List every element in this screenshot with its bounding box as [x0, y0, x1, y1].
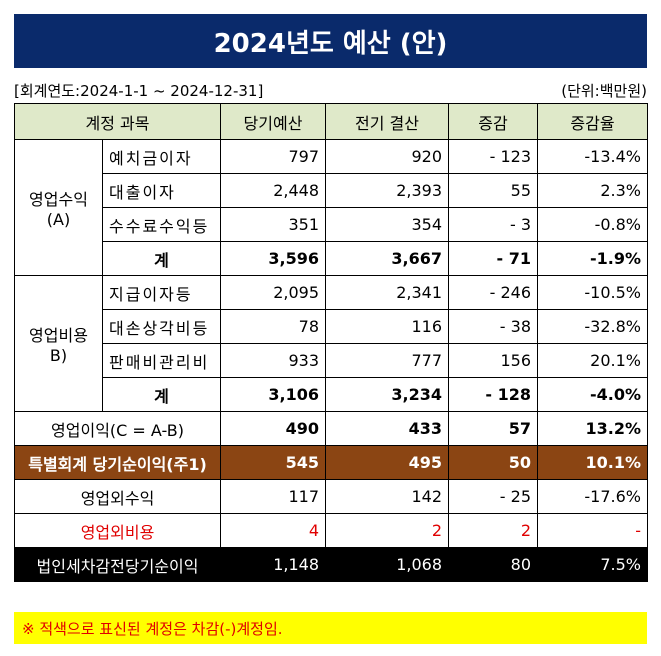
budget-table: 계정 과목 당기예산 전기 결산 증감 증감율 영업수익 (A) 예치금이자 7… [14, 103, 648, 582]
table-row: 대출이자 2,448 2,393 55 2.3% [15, 173, 648, 208]
cell-current: 545 [220, 445, 326, 480]
cell-current: 1,148 [220, 547, 326, 582]
table-row: 판매비관리비 933 777 156 20.1% [15, 343, 648, 378]
cell-previous: 1,068 [325, 547, 449, 582]
cell-rate: -32.8% [537, 309, 648, 344]
cell-diff: 2 [448, 513, 538, 548]
expense-total-label: 계 [102, 377, 221, 412]
cell-diff: 80 [448, 547, 538, 582]
cell-current: 351 [220, 207, 326, 242]
non-op-income-label: 영업외수익 [14, 479, 221, 514]
cell-current: 933 [220, 343, 326, 378]
footnote: ※ 적색으로 표신된 계정은 차감(-)계정임. [14, 612, 647, 644]
cell-rate: 20.1% [537, 343, 648, 378]
cell-rate: 13.2% [537, 411, 648, 446]
cell-rate: -0.8% [537, 207, 648, 242]
cell-current: 2,095 [220, 275, 326, 310]
cell-current: 797 [220, 139, 326, 174]
cell-current: 2,448 [220, 173, 326, 208]
expense-group-label: 영업비용B) [14, 275, 103, 412]
cell-diff: - 38 [448, 309, 538, 344]
cell-current: 3,106 [220, 377, 326, 412]
table-row: 대손상각비등 78 116 - 38 -32.8% [15, 309, 648, 344]
row-label: 판매비관리비 [102, 343, 221, 378]
cell-current: 4 [220, 513, 326, 548]
cell-diff: 55 [448, 173, 538, 208]
cell-previous: 354 [325, 207, 449, 242]
header-diff: 증감 [448, 103, 538, 140]
table-row: 특별회계 당기순이익(주1) 545 495 50 10.1% [14, 445, 648, 480]
cell-rate: -1.9% [537, 241, 648, 276]
cell-diff: 50 [448, 445, 538, 480]
row-label: 대손상각비등 [102, 309, 221, 344]
cell-previous: 920 [325, 139, 449, 174]
cell-diff: - 123 [448, 139, 538, 174]
row-label: 지급이자등 [102, 275, 221, 310]
table-row: 영업이익(C = A-B) 490 433 57 13.2% [14, 411, 648, 446]
table-row: 계 3,596 3,667 - 71 -1.9% [15, 241, 648, 276]
table-row: 영업수익 (A) 예치금이자 797 920 - 123 -13.4% [14, 139, 648, 276]
cell-previous: 3,667 [325, 241, 449, 276]
table-header-row: 계정 과목 당기예산 전기 결산 증감 증감율 [14, 103, 648, 140]
unit-label: (단위:백만원) [561, 82, 647, 100]
table-row: 영업외수익 117 142 - 25 -17.6% [14, 479, 648, 514]
pretax-income-label: 법인세차감전당기순이익 [14, 547, 221, 582]
cell-previous: 2 [325, 513, 449, 548]
table-row: 영업비용B) 지급이자등 2,095 2,341 - 246 -10.5% [14, 275, 648, 412]
cell-previous: 142 [325, 479, 449, 514]
cell-previous: 495 [325, 445, 449, 480]
row-label: 수수료수익등 [102, 207, 221, 242]
non-op-expense-label: 영업외비용 [14, 513, 221, 548]
table-row: 수수료수익등 351 354 - 3 -0.8% [15, 207, 648, 242]
cell-previous: 2,341 [325, 275, 449, 310]
header-account: 계정 과목 [14, 103, 221, 140]
revenue-group-label: 영업수익 (A) [14, 139, 103, 276]
cell-diff: - 3 [448, 207, 538, 242]
cell-current: 78 [220, 309, 326, 344]
cell-previous: 2,393 [325, 173, 449, 208]
page-title: 2024년도 예산 (안) [14, 14, 647, 68]
cell-rate: 10.1% [537, 445, 648, 480]
cell-current: 117 [220, 479, 326, 514]
cell-rate: 2.3% [537, 173, 648, 208]
cell-diff: - 71 [448, 241, 538, 276]
cell-rate: -13.4% [537, 139, 648, 174]
cell-current: 3,596 [220, 241, 326, 276]
row-label: 대출이자 [102, 173, 221, 208]
operating-income-label: 영업이익(C = A-B) [14, 411, 221, 446]
cell-previous: 777 [325, 343, 449, 378]
cell-previous: 3,234 [325, 377, 449, 412]
cell-diff: 57 [448, 411, 538, 446]
cell-rate: - [537, 513, 648, 548]
header-current: 당기예산 [220, 103, 326, 140]
cell-rate: -10.5% [537, 275, 648, 310]
cell-diff: 156 [448, 343, 538, 378]
cell-rate: -17.6% [537, 479, 648, 514]
cell-diff: - 246 [448, 275, 538, 310]
cell-diff: - 128 [448, 377, 538, 412]
fiscal-period: [회계연도:2024-1-1 ~ 2024-12-31] [14, 82, 264, 100]
cell-rate: 7.5% [537, 547, 648, 582]
table-row: 영업외비용 4 2 2 - [14, 513, 648, 548]
cell-previous: 433 [325, 411, 449, 446]
table-row: 법인세차감전당기순이익 1,148 1,068 80 7.5% [14, 547, 648, 582]
row-label: 예치금이자 [102, 139, 221, 174]
cell-current: 490 [220, 411, 326, 446]
table-row: 계 3,106 3,234 - 128 -4.0% [15, 377, 648, 412]
header-rate: 증감율 [537, 103, 648, 140]
cell-rate: -4.0% [537, 377, 648, 412]
special-account-label: 특별회계 당기순이익(주1) [14, 445, 221, 480]
revenue-total-label: 계 [102, 241, 221, 276]
cell-previous: 116 [325, 309, 449, 344]
header-previous: 전기 결산 [325, 103, 449, 140]
cell-diff: - 25 [448, 479, 538, 514]
